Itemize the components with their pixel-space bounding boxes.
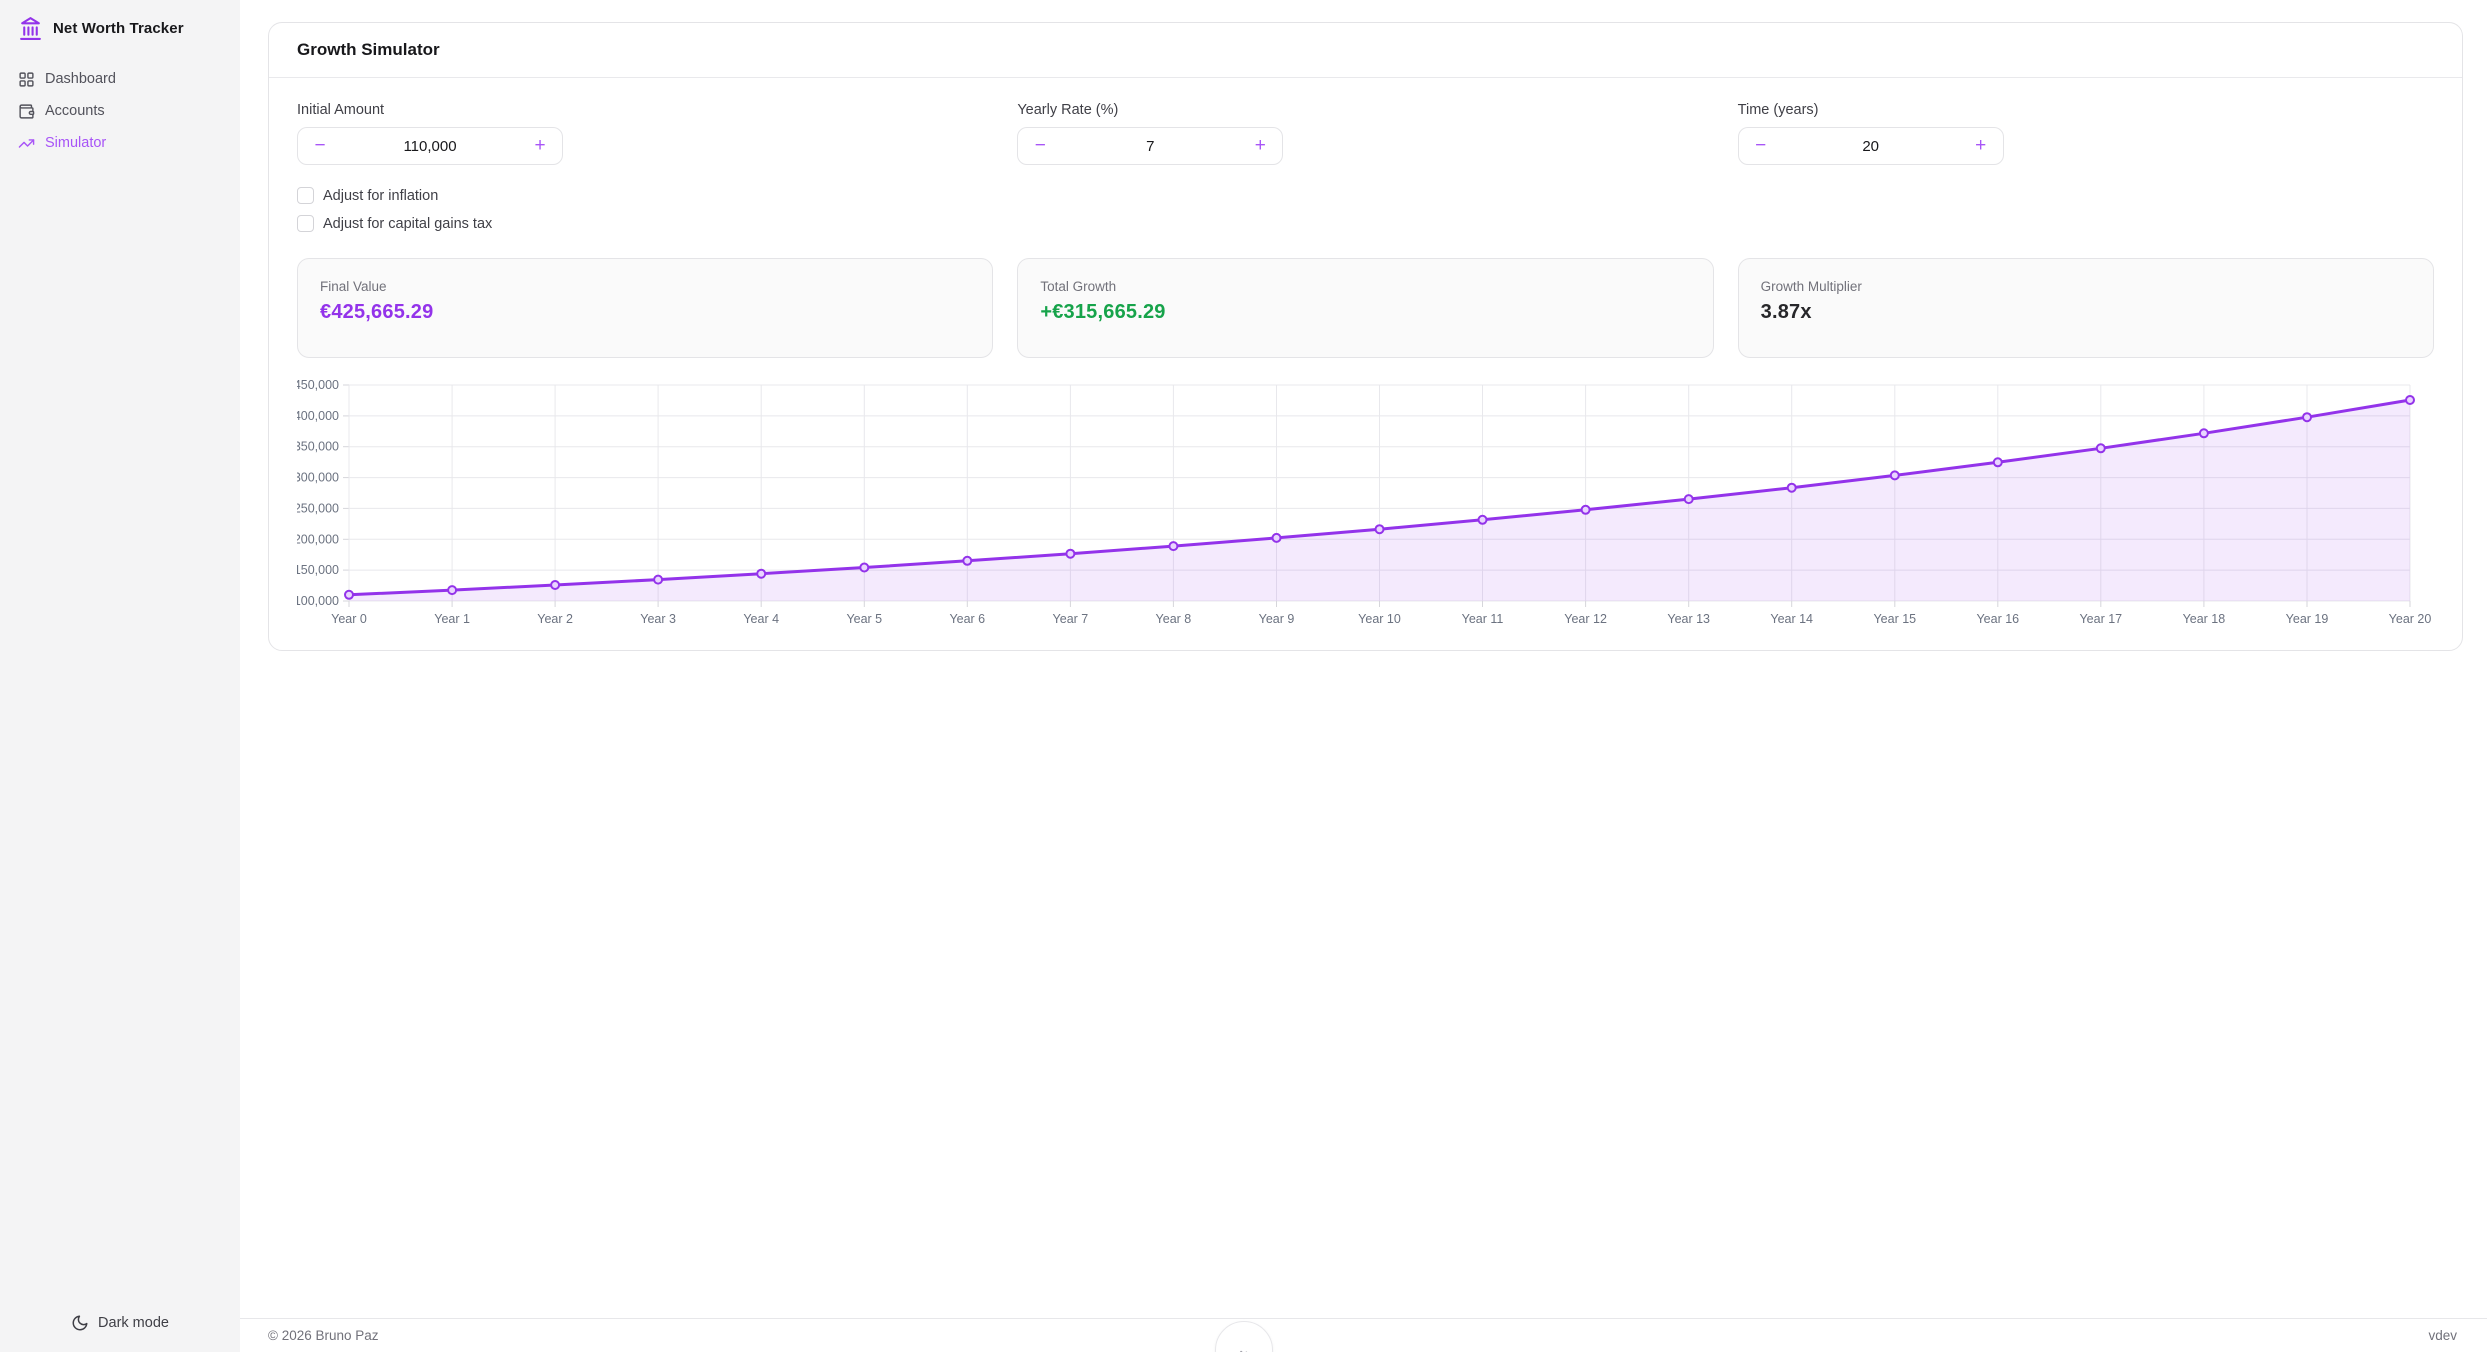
stat-value: +€315,665.29 — [1040, 301, 1166, 323]
svg-text:Year 6: Year 6 — [949, 612, 985, 626]
svg-text:Year 10: Year 10 — [1358, 612, 1401, 626]
app-brand: Net Worth Tracker — [0, 16, 240, 41]
stat-card: Total Growth +€315,665.29 — [1017, 258, 1714, 358]
svg-text:Year 3: Year 3 — [640, 612, 676, 626]
wallet-icon — [18, 103, 35, 120]
sidebar: Net Worth Tracker Dashboard Accounts Sim… — [0, 0, 240, 1352]
svg-text:Year 14: Year 14 — [1770, 612, 1813, 626]
svg-text:350,000: 350,000 — [297, 440, 339, 454]
stat-value: €425,665.29 — [320, 301, 434, 323]
landmark-icon — [18, 16, 43, 41]
svg-text:Year 9: Year 9 — [1259, 612, 1295, 626]
stepper-value[interactable]: 20 — [1862, 137, 1879, 155]
stats-row: Final Value €425,665.29 Total Growth +€3… — [297, 258, 2434, 358]
svg-text:400,000: 400,000 — [297, 409, 339, 423]
growth-line-chart: 100,000 150,000 200,000 250,000 300,000 350,0… — [297, 378, 2432, 626]
controls-row: Initial Amount − 110,000 + Yearly Rate (… — [297, 102, 2434, 165]
card-body: Initial Amount − 110,000 + Yearly Rate (… — [269, 78, 2462, 650]
moon-icon — [71, 1314, 89, 1332]
svg-text:Year 18: Year 18 — [2183, 612, 2226, 626]
sidebar-spacer — [0, 159, 240, 1308]
svg-text:Year 1: Year 1 — [434, 612, 470, 626]
checkbox-label: Adjust for inflation — [323, 187, 439, 204]
svg-text:Year 11: Year 11 — [1462, 612, 1504, 626]
sidebar-nav: Dashboard Accounts Simulator — [0, 63, 240, 159]
number-control: Time (years) − 20 + — [1737, 102, 2434, 165]
svg-text:Year 17: Year 17 — [2079, 612, 2122, 626]
increment-button[interactable]: + — [1959, 128, 2003, 164]
dark-mode-label: Dark mode — [98, 1315, 169, 1331]
dark-mode-toggle[interactable]: Dark mode — [0, 1308, 240, 1338]
stepper: − 20 + — [1737, 127, 2004, 165]
svg-text:Year 0: Year 0 — [331, 612, 367, 626]
stat-card: Final Value €425,665.29 — [297, 258, 994, 358]
svg-text:Year 19: Year 19 — [2286, 612, 2329, 626]
sidebar-item-accounts[interactable]: Accounts — [0, 95, 240, 127]
card-header: Growth Simulator — [269, 23, 2462, 78]
growth-chart: 100,000 150,000 200,000 250,000 300,000 350,0… — [297, 376, 2434, 638]
svg-text:Year 4: Year 4 — [743, 612, 779, 626]
sidebar-item-label: Dashboard — [45, 71, 116, 87]
svg-text:150,000: 150,000 — [297, 563, 339, 577]
svg-text:Year 15: Year 15 — [1873, 612, 1916, 626]
stepper: − 7 + — [1017, 127, 1284, 165]
svg-text:250,000: 250,000 — [297, 501, 339, 515]
control-label: Yearly Rate (%) — [1017, 102, 1119, 118]
control-label: Initial Amount — [297, 102, 385, 118]
layout-grid-icon — [18, 71, 35, 88]
checkbox[interactable] — [297, 187, 314, 204]
footer-copyright: © 2026 Bruno Paz — [268, 1328, 379, 1343]
increment-button[interactable]: + — [1238, 128, 1282, 164]
stat-card: Growth Multiplier 3.87x — [1737, 258, 2434, 358]
decrement-button[interactable]: − — [1739, 128, 1783, 164]
stat-label: Final Value — [320, 279, 387, 294]
stepper: − 110,000 + — [297, 127, 563, 165]
decrement-button[interactable]: − — [298, 128, 342, 164]
footer-version: vdev — [2428, 1328, 2457, 1343]
checkbox-group: Adjust for inflation Adjust for capital … — [297, 187, 2434, 232]
checkbox[interactable] — [297, 215, 314, 232]
svg-text:Year 12: Year 12 — [1564, 612, 1607, 626]
mountains-icon — [1232, 1331, 1256, 1352]
control-label: Time (years) — [1737, 102, 1819, 118]
svg-text:200,000: 200,000 — [297, 532, 339, 546]
svg-text:Year 5: Year 5 — [846, 612, 882, 626]
growth-simulator-card: Growth Simulator Initial Amount − 110,00… — [268, 22, 2463, 651]
stat-label: Total Growth — [1040, 279, 1117, 294]
svg-text:Year 20: Year 20 — [2389, 612, 2432, 626]
svg-text:Year 2: Year 2 — [537, 612, 573, 626]
main-area: Growth Simulator Initial Amount − 110,00… — [240, 0, 2487, 1352]
sidebar-item-label: Simulator — [45, 135, 107, 151]
number-control: Initial Amount − 110,000 + — [297, 102, 993, 165]
stat-value: 3.87x — [1760, 301, 1812, 323]
sidebar-item-simulator[interactable]: Simulator — [0, 127, 240, 159]
svg-text:100,000: 100,000 — [297, 594, 339, 608]
checkbox-row[interactable]: Adjust for capital gains tax — [297, 215, 2434, 232]
svg-text:450,000: 450,000 — [297, 378, 339, 392]
svg-text:Year 16: Year 16 — [1976, 612, 2019, 626]
svg-text:300,000: 300,000 — [297, 471, 339, 485]
svg-text:Year 13: Year 13 — [1667, 612, 1710, 626]
svg-text:Year 7: Year 7 — [1053, 612, 1089, 626]
number-control: Yearly Rate (%) − 7 + — [1017, 102, 1713, 165]
trending-up-icon — [18, 135, 35, 152]
page-title: Growth Simulator — [297, 40, 440, 59]
main-content: Growth Simulator Initial Amount − 110,00… — [240, 0, 2487, 1318]
increment-button[interactable]: + — [518, 128, 562, 164]
footer: © 2026 Bruno Paz vdev — [240, 1318, 2487, 1352]
sidebar-item-dashboard[interactable]: Dashboard — [0, 63, 240, 95]
decrement-button[interactable]: − — [1018, 128, 1062, 164]
stepper-value[interactable]: 7 — [1146, 137, 1155, 155]
svg-text:Year 8: Year 8 — [1156, 612, 1192, 626]
stepper-value[interactable]: 110,000 — [403, 137, 457, 155]
checkbox-label: Adjust for capital gains tax — [323, 215, 493, 232]
app-title: Net Worth Tracker — [53, 20, 184, 37]
checkbox-row[interactable]: Adjust for inflation — [297, 187, 2434, 204]
sidebar-item-label: Accounts — [45, 103, 105, 119]
stat-label: Growth Multiplier — [1760, 279, 1862, 294]
